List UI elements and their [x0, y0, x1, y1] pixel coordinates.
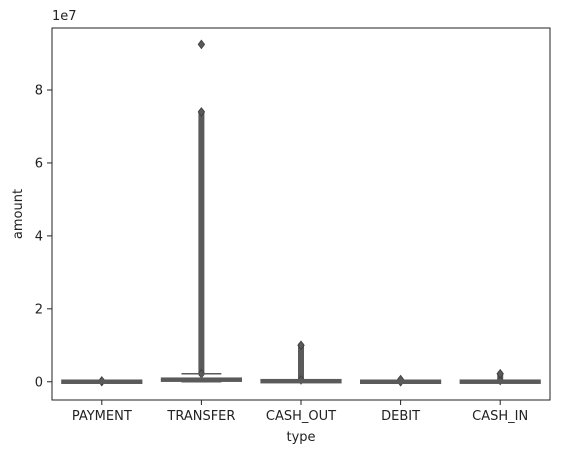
plot-frame — [51, 27, 551, 401]
box-marks — [61, 39, 541, 387]
y-tick-label: 8 — [35, 84, 43, 99]
box-group-debit — [360, 374, 442, 387]
box-group-cash-out — [260, 340, 342, 385]
x-tick-label: TRANSFER — [166, 409, 235, 424]
y-axis: 0 2 4 6 8 — [35, 84, 52, 390]
y-tick-label: 0 — [35, 375, 43, 390]
y-tick-label: 4 — [35, 229, 43, 244]
x-tick-label: DEBIT — [381, 409, 420, 424]
y-tick-label: 6 — [35, 156, 43, 171]
box-group-transfer — [160, 39, 242, 383]
x-tick-label: CASH_IN — [472, 409, 528, 424]
x-axis-label: type — [286, 430, 315, 445]
box-group-cash-in — [459, 368, 541, 386]
x-tick-label: PAYMENT — [72, 409, 132, 424]
box-group-payment — [61, 376, 143, 387]
outlier-marker — [496, 368, 504, 379]
outlier-marker — [297, 340, 305, 351]
y-tick-label: 2 — [35, 302, 43, 317]
y-axis-label: amount — [11, 189, 26, 239]
outlier-marker-max — [197, 39, 206, 50]
y-multiplier-label: 1e7 — [52, 9, 77, 24]
x-tick-label: CASH_OUT — [266, 409, 336, 424]
outlier-marker — [197, 107, 206, 117]
x-axis: PAYMENT TRANSFER CASH_OUT DEBIT CASH_IN — [72, 400, 528, 424]
